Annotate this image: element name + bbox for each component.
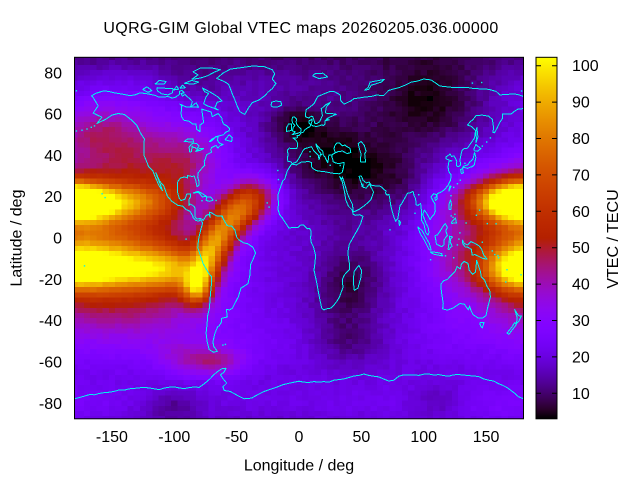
svg-text:40: 40	[572, 277, 590, 294]
svg-text:-150: -150	[96, 429, 128, 446]
svg-text:0: 0	[295, 429, 304, 446]
svg-text:60: 60	[44, 107, 62, 124]
svg-text:Latitude / deg: Latitude / deg	[9, 190, 26, 287]
svg-text:-80: -80	[39, 396, 62, 413]
svg-text:150: 150	[473, 429, 500, 446]
svg-text:100: 100	[572, 58, 599, 75]
svg-text:90: 90	[572, 95, 590, 112]
svg-text:-20: -20	[39, 272, 62, 289]
svg-text:20: 20	[572, 349, 590, 366]
svg-text:100: 100	[410, 429, 437, 446]
svg-text:-60: -60	[39, 355, 62, 372]
svg-text:80: 80	[44, 65, 62, 82]
svg-text:10: 10	[572, 386, 590, 403]
svg-text:-100: -100	[158, 429, 190, 446]
svg-text:60: 60	[572, 204, 590, 221]
svg-text:0: 0	[53, 231, 62, 248]
svg-text:30: 30	[572, 313, 590, 330]
svg-text:-40: -40	[39, 313, 62, 330]
svg-text:50: 50	[353, 429, 371, 446]
svg-text:20: 20	[44, 189, 62, 206]
svg-text:70: 70	[572, 167, 590, 184]
svg-text:-50: -50	[225, 429, 248, 446]
svg-text:UQRG-GIM Global VTEC maps 2026: UQRG-GIM Global VTEC maps 20260205.036.0…	[103, 20, 498, 37]
svg-text:VTEC / TECU: VTEC / TECU	[605, 189, 622, 288]
svg-text:50: 50	[572, 240, 590, 257]
svg-text:40: 40	[44, 148, 62, 165]
svg-text:Longitude / deg: Longitude / deg	[244, 457, 354, 474]
svg-text:80: 80	[572, 131, 590, 148]
